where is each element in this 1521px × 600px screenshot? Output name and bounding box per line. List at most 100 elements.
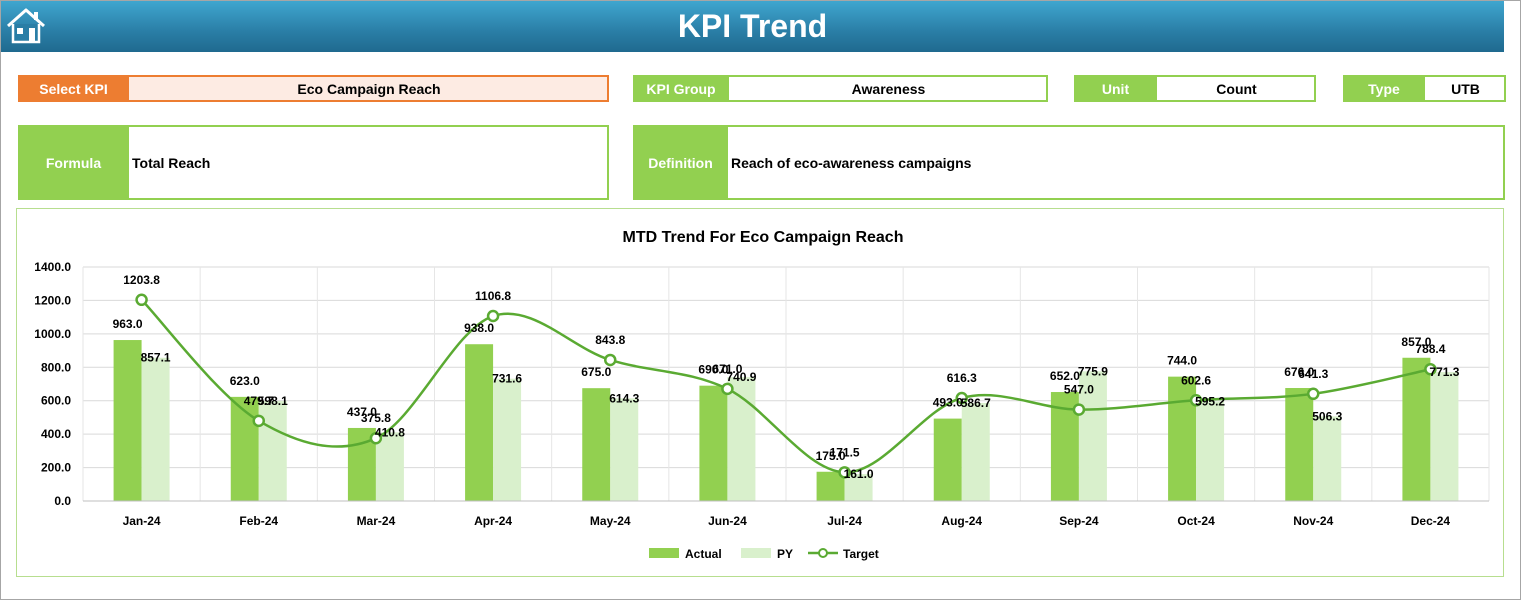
py-bar xyxy=(258,401,287,501)
actual-bar xyxy=(230,396,259,501)
legend-actual-label: Actual xyxy=(685,547,722,561)
actual-bar xyxy=(699,385,728,501)
x-tick-label: Oct-24 xyxy=(1177,514,1215,528)
target-marker xyxy=(135,293,148,307)
y-tick-label: 600.0 xyxy=(41,394,71,408)
kpi-group-value: Awareness xyxy=(851,80,926,97)
x-tick-label: Mar-24 xyxy=(357,514,396,528)
target-marker xyxy=(1189,394,1203,407)
target-value-label: 671.0 xyxy=(712,362,742,376)
actual-bar xyxy=(465,344,494,501)
py-value-label: 586.7 xyxy=(961,396,991,410)
actual-bar xyxy=(933,418,962,501)
target-marker xyxy=(1072,403,1086,416)
py-value-label: 595.2 xyxy=(1195,395,1225,409)
target-marker xyxy=(1307,387,1320,401)
actual-value-label: 676.0 xyxy=(1284,365,1314,379)
type-value: UTB xyxy=(1451,80,1480,97)
py-value-label: 740.9 xyxy=(726,370,756,384)
legend-target-marker xyxy=(818,548,828,558)
target-value-label: 1106.8 xyxy=(475,289,511,303)
unit-label: Unit xyxy=(1074,75,1157,102)
legend-py-swatch xyxy=(741,548,771,558)
actual-bar xyxy=(1285,388,1314,501)
py-bar xyxy=(1196,401,1225,501)
y-tick-label: 1200.0 xyxy=(34,293,71,307)
actual-bar xyxy=(113,340,142,501)
select-kpi-label: Select KPI xyxy=(18,75,129,102)
actual-value-label: 623.0 xyxy=(230,374,260,388)
py-value-label: 614.3 xyxy=(609,391,639,405)
target-value-label: 375.8 xyxy=(361,411,391,425)
kpi-group-label: KPI Group xyxy=(633,75,729,102)
target-marker xyxy=(604,353,617,367)
target-value-label: 616.3 xyxy=(947,371,977,385)
actual-value-label: 938.0 xyxy=(464,321,494,335)
py-bar xyxy=(844,474,873,501)
x-tick-label: Feb-24 xyxy=(239,514,278,528)
target-marker xyxy=(1424,362,1437,376)
target-value-label: 788.4 xyxy=(1415,342,1445,356)
target-value-label: 479.7 xyxy=(244,394,274,408)
actual-value-label: 493.0 xyxy=(933,396,963,410)
mtd-trend-chart: MTD Trend For Eco Campaign Reach 0.0 200.… xyxy=(34,229,1490,561)
y-tick-label: 200.0 xyxy=(41,461,71,475)
actual-value-label: 675.0 xyxy=(581,365,611,379)
x-tick-label: Jan-24 xyxy=(123,514,161,528)
definition-value: Reach of eco-awareness campaigns xyxy=(731,154,972,171)
py-value-label: 771.3 xyxy=(1429,365,1459,379)
target-marker xyxy=(369,431,383,445)
formula-value: Total Reach xyxy=(132,154,211,171)
py-bar xyxy=(1313,416,1342,501)
y-tick-label: 800.0 xyxy=(41,360,71,374)
x-tick-label: Jun-24 xyxy=(708,514,747,528)
page-title: KPI Trend xyxy=(677,8,828,44)
legend-target-label: Target xyxy=(843,547,879,561)
y-tick-label: 1000.0 xyxy=(34,327,71,341)
x-tick-label: Dec-24 xyxy=(1411,514,1451,528)
py-value-label: 598.1 xyxy=(258,394,288,408)
select-kpi-dropdown[interactable]: Eco Campaign Reach xyxy=(297,80,441,97)
header-bar: KPI Trend xyxy=(1,1,1504,52)
type-label: Type xyxy=(1343,75,1425,102)
actual-bar xyxy=(816,471,845,501)
x-tick-label: Aug-24 xyxy=(941,514,982,528)
py-value-label: 161.0 xyxy=(844,467,874,481)
actual-value-label: 690.0 xyxy=(698,363,728,377)
target-value-label: 547.0 xyxy=(1064,383,1094,397)
y-tick-label: 0.0 xyxy=(54,494,71,508)
target-marker xyxy=(252,414,265,428)
x-tick-label: Nov-24 xyxy=(1293,514,1333,528)
py-bar xyxy=(610,398,639,501)
unit-value: Count xyxy=(1216,80,1257,97)
target-value-label: 1203.8 xyxy=(123,273,160,287)
actual-value-label: 857.0 xyxy=(1401,335,1431,349)
target-marker xyxy=(721,382,734,396)
py-value-label: 410.8 xyxy=(375,425,405,439)
x-tick-label: May-24 xyxy=(590,514,631,528)
py-bar xyxy=(1430,372,1459,501)
py-bar xyxy=(141,357,170,501)
actual-bar xyxy=(582,388,611,501)
py-value-label: 857.1 xyxy=(141,351,171,365)
py-value-label: 775.9 xyxy=(1078,364,1108,378)
target-value-label: 641.3 xyxy=(1298,367,1328,381)
py-value-label: 731.6 xyxy=(492,372,522,386)
y-tick-label: 1400.0 xyxy=(34,260,71,274)
py-bar xyxy=(1078,371,1107,501)
home-icon[interactable] xyxy=(5,7,47,45)
actual-value-label: 175.0 xyxy=(816,449,846,463)
y-tick-label: 400.0 xyxy=(41,427,71,441)
x-tick-label: Jul-24 xyxy=(827,514,862,528)
actual-value-label: 437.0 xyxy=(347,405,377,419)
x-tick-label: Apr-24 xyxy=(474,514,512,528)
definition-label: Definition xyxy=(633,125,728,200)
target-marker xyxy=(955,391,968,405)
py-bar xyxy=(375,432,404,501)
actual-value-label: 744.0 xyxy=(1167,354,1197,368)
x-tick-label: Sep-24 xyxy=(1059,514,1099,528)
target-marker xyxy=(838,466,851,479)
formula-label: Formula xyxy=(18,125,129,200)
actual-value-label: 652.0 xyxy=(1050,369,1080,383)
target-value-label: 171.5 xyxy=(830,445,860,459)
